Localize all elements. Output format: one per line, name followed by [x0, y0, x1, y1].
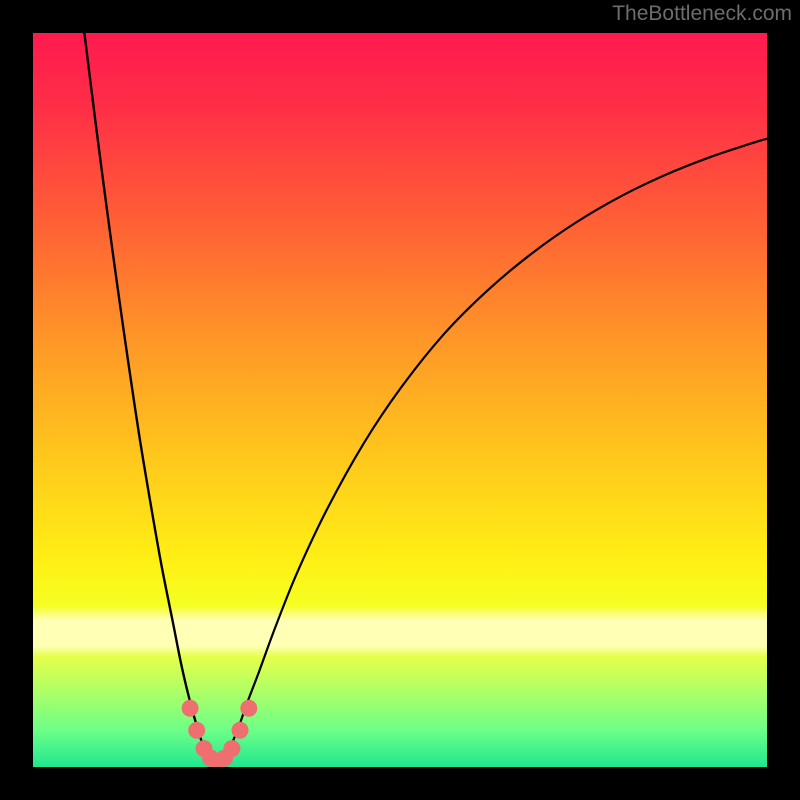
bottom-marker: [188, 722, 205, 739]
bottom-marker: [223, 740, 240, 757]
bottom-marker: [240, 700, 257, 717]
bottleneck-chart: [0, 0, 800, 800]
bottom-marker: [231, 722, 248, 739]
bottom-marker: [182, 700, 199, 717]
plot-background: [33, 33, 767, 767]
chart-container: TheBottleneck.com: [0, 0, 800, 800]
